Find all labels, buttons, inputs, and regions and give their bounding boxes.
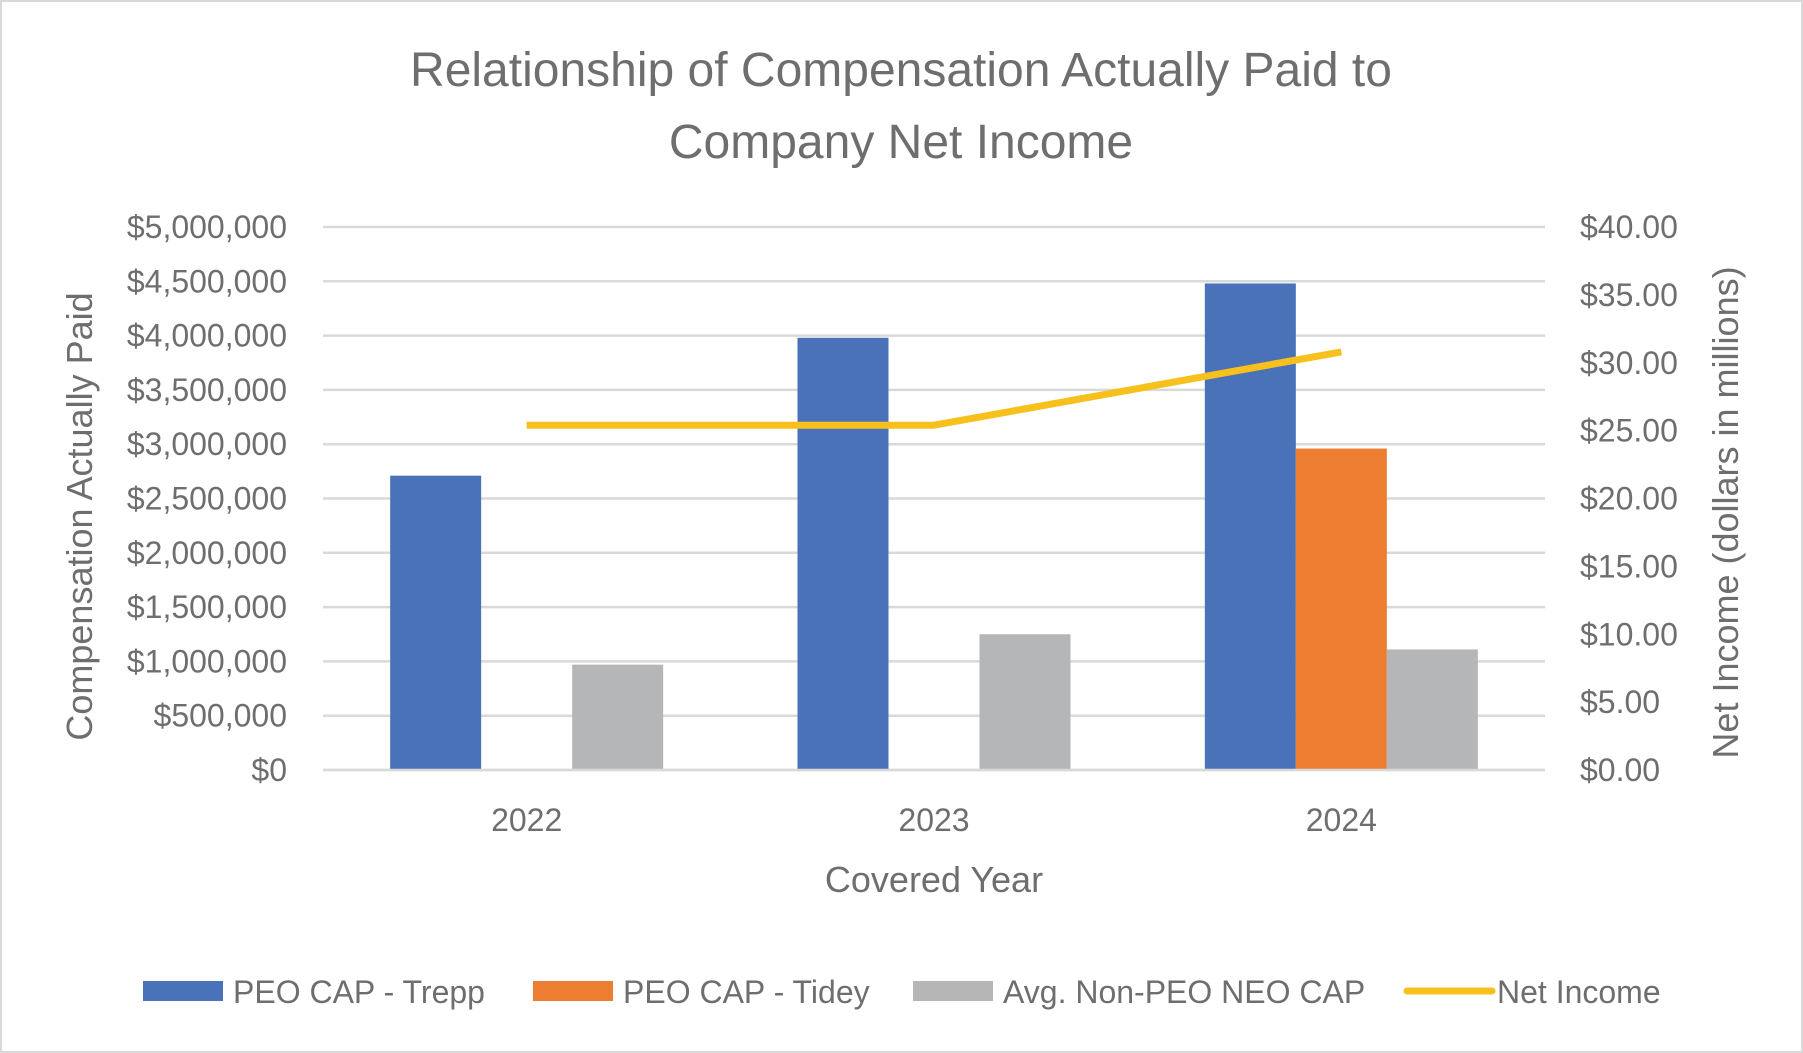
bar-peo-cap-trepp-2022 xyxy=(390,475,482,770)
y-tick-label: $4,500,000 xyxy=(127,263,287,299)
net-income-line-group xyxy=(526,348,1342,429)
y2-tick-label: $15.00 xyxy=(1580,548,1678,584)
y-tick-label: $3,500,000 xyxy=(127,372,287,408)
bar-avg-non-peo-neo-cap-2023 xyxy=(979,634,1071,770)
y2-tick-label: $25.00 xyxy=(1580,413,1678,449)
y2-axis-ticks: $0.00 $5.00 $10.00 $15.00 $20.00 $25.00 $30.00… xyxy=(1580,209,1678,788)
y-tick-label: $1,000,000 xyxy=(127,643,287,679)
bar-avg-non-peo-neo-cap-2024 xyxy=(1386,649,1478,770)
legend-label-peo-cap-tidey: PEO CAP - Tidey xyxy=(623,974,870,1010)
x-axis-ticks: 2022 2023 2024 xyxy=(491,802,1377,838)
chart-title-line: Relationship of Compensation Actually Pa… xyxy=(410,44,1392,97)
legend-swatch-peo-cap-tidey xyxy=(533,981,613,1001)
y-tick-label: $2,500,000 xyxy=(127,481,287,517)
net-income-line xyxy=(526,348,1342,429)
legend-label-peo-cap-trepp: PEO CAP - Trepp xyxy=(233,974,485,1010)
y-tick-label: $5,000,000 xyxy=(127,209,287,245)
x-tick-label: 2023 xyxy=(898,802,969,838)
bar-avg-non-peo-neo-cap-2022 xyxy=(572,664,664,770)
legend: PEO CAP - Trepp PEO CAP - Tidey Avg. Non-P… xyxy=(143,974,1661,1010)
legend-label-avg-non-peo-neo-cap: Avg. Non-PEO NEO CAP xyxy=(1003,974,1365,1010)
y2-tick-label: $30.00 xyxy=(1580,345,1678,381)
bar-peo-cap-tidey-2024 xyxy=(1295,448,1387,770)
y2-tick-label: $35.00 xyxy=(1580,277,1678,313)
y2-tick-label: $5.00 xyxy=(1580,684,1660,720)
y2-tick-label: $20.00 xyxy=(1580,481,1678,517)
y2-tick-label: $0.00 xyxy=(1580,752,1660,788)
y-tick-label: $2,000,000 xyxy=(127,535,287,571)
y-tick-label: $3,000,000 xyxy=(127,426,287,462)
y-tick-label: $1,500,000 xyxy=(127,589,287,625)
y-tick-label: $0 xyxy=(251,752,287,788)
y2-axis-label: Net Income (dollars in millions) xyxy=(1705,266,1746,758)
chart-title: Relationship of Compensation Actually Pa… xyxy=(410,44,1392,169)
bar-peo-cap-trepp-2023 xyxy=(797,337,889,770)
x-axis-label: Covered Year xyxy=(825,859,1043,900)
y2-tick-label: $10.00 xyxy=(1580,616,1678,652)
bar-peo-cap-trepp-2024 xyxy=(1204,283,1296,770)
y-tick-label: $500,000 xyxy=(154,698,287,734)
x-tick-label: 2024 xyxy=(1306,802,1377,838)
legend-swatch-peo-cap-trepp xyxy=(143,981,223,1001)
legend-swatch-avg-non-peo-neo-cap xyxy=(913,981,993,1001)
x-tick-label: 2022 xyxy=(491,802,562,838)
legend-label-net-income: Net Income xyxy=(1497,974,1661,1010)
y-axis-label: Compensation Actually Paid xyxy=(59,292,100,740)
bars xyxy=(323,283,1545,772)
y-axis-ticks: $0 $500,000 $1,000,000 $1,500,000 $2,000,000… xyxy=(127,209,287,788)
chart-title-line: Company Net Income xyxy=(669,116,1133,169)
y-tick-label: $4,000,000 xyxy=(127,318,287,354)
y2-tick-label: $40.00 xyxy=(1580,209,1678,245)
